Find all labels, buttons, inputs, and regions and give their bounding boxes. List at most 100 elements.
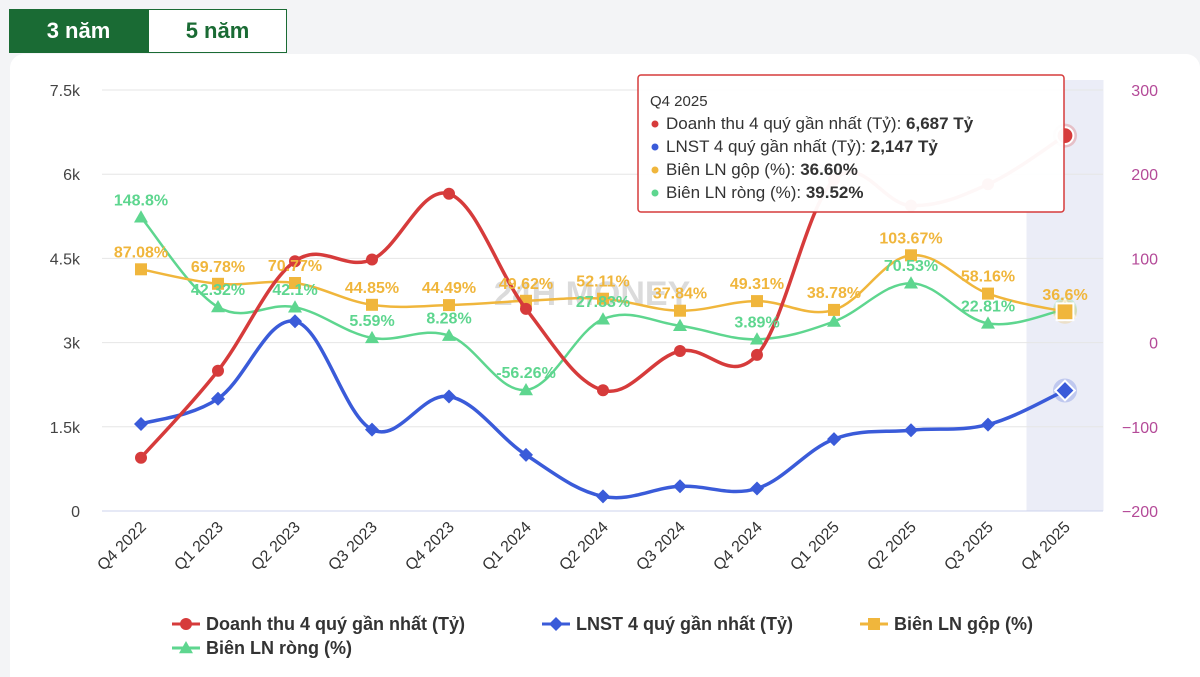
data-point-series-3[interactable]: [750, 332, 764, 345]
legend-item-2[interactable]: Biên LN gộp (%): [860, 614, 1033, 634]
tooltip-bullet: [651, 143, 659, 151]
tooltip-row-label: Biên LN ròng (%):: [666, 183, 806, 202]
data-point-series-0[interactable]: [289, 255, 301, 268]
x-axis-tick-label: Q2 2023: [248, 519, 303, 574]
data-point-series-1[interactable]: [1053, 379, 1077, 402]
legend-label: LNST 4 quý gần nhất (Tỷ): [576, 614, 793, 634]
data-point-series-3[interactable]: [211, 300, 225, 313]
data-point-series-2[interactable]: [597, 292, 609, 305]
legend-marker[interactable]: [180, 618, 192, 630]
data-label: 5.59%: [349, 313, 394, 330]
data-label: 22.81%: [961, 298, 1015, 315]
legend-item-0[interactable]: Doanh thu 4 quý gần nhất (Tỷ): [172, 614, 465, 634]
data-point-series-2[interactable]: [905, 249, 917, 262]
data-point-series-0[interactable]: [597, 384, 609, 397]
data-point-series-3[interactable]: [442, 328, 456, 341]
data-point-series-2[interactable]: [366, 298, 378, 311]
data-point-series-3[interactable]: [365, 330, 379, 344]
data-point-series-1[interactable]: [904, 423, 918, 438]
data-label: 148.8%: [114, 192, 168, 209]
data-point-series-2[interactable]: [982, 287, 994, 300]
x-axis-tick-label: Q3 2023: [325, 519, 380, 574]
legend-marker[interactable]: [868, 618, 880, 630]
right-axis-tick-label: 0: [1149, 336, 1158, 353]
tooltip-bullet: [651, 120, 659, 128]
data-point-series-3[interactable]: [519, 383, 533, 396]
data-point-series-1[interactable]: [442, 389, 456, 404]
tooltip-row: Biên LN gộp (%): 36.60%: [666, 160, 858, 179]
legend-item-3[interactable]: Biên LN ròng (%): [172, 638, 352, 658]
tooltip-row: Doanh thu 4 quý gần nhất (Tỷ): 6,687 Tỷ: [666, 114, 974, 133]
x-axis-tick-label: Q2 2024: [556, 519, 611, 574]
data-label: 27.83%: [576, 294, 630, 311]
data-point-series-3[interactable]: [288, 300, 302, 313]
data-point-series-2[interactable]: [443, 299, 455, 312]
right-axis-tick-label: −200: [1122, 504, 1158, 521]
legend-item-1[interactable]: LNST 4 quý gần nhất (Tỷ): [542, 614, 793, 634]
x-axis-tick-label: Q1 2024: [479, 519, 534, 574]
x-axis-tick-label: Q2 2025: [864, 519, 919, 574]
data-label: 52.11%: [576, 274, 629, 291]
tooltip-row-value: 36.60%: [800, 160, 858, 179]
x-axis-tick-label: Q1 2023: [171, 519, 226, 574]
data-point-series-1[interactable]: [211, 391, 225, 406]
data-point-series-0[interactable]: [674, 345, 686, 357]
legend-label: Biên LN gộp (%): [894, 614, 1033, 634]
data-label: 58.16%: [961, 269, 1015, 286]
data-point-series-1[interactable]: [673, 479, 687, 494]
legend-marker[interactable]: [179, 641, 193, 654]
legend-label: Biên LN ròng (%): [206, 638, 352, 658]
data-point-series-2[interactable]: [674, 304, 686, 317]
data-label: 49.62%: [499, 276, 553, 293]
data-point-series-1[interactable]: [981, 417, 995, 432]
tab-3-years[interactable]: 3 năm: [9, 9, 148, 53]
legend-marker[interactable]: [549, 617, 563, 631]
data-point-series-0[interactable]: [520, 302, 532, 315]
data-point-series-2[interactable]: [828, 303, 840, 316]
tooltip-bullet: [651, 166, 659, 174]
data-point-series-2[interactable]: [289, 277, 301, 289]
data-point-series-3[interactable]: [827, 314, 841, 327]
tooltip-row: Biên LN ròng (%): 39.52%: [666, 183, 864, 202]
data-label: 8.28%: [426, 311, 471, 328]
data-point-series-1[interactable]: [365, 422, 379, 437]
left-axis-tick-label: 7.5k: [50, 83, 81, 100]
data-point-series-0[interactable]: [212, 364, 224, 377]
tooltip-row-value: 2,147 Tỷ: [871, 137, 939, 156]
data-label: 37.84%: [653, 286, 707, 303]
data-label: 49.31%: [730, 276, 784, 293]
left-axis-tick-label: 0: [71, 504, 80, 521]
data-point-series-2[interactable]: [135, 263, 147, 276]
data-point-series-0[interactable]: [751, 348, 763, 361]
data-point-series-0[interactable]: [443, 187, 455, 200]
tooltip-bullet: [651, 189, 659, 197]
data-point-series-1[interactable]: [288, 314, 302, 329]
data-point-series-3[interactable]: [904, 276, 918, 289]
data-point-series-2[interactable]: [751, 295, 763, 308]
data-point-series-1[interactable]: [827, 432, 841, 447]
data-point-series-2[interactable]: [1055, 302, 1075, 322]
data-point-series-1[interactable]: [134, 417, 148, 431]
data-point-series-1[interactable]: [596, 489, 610, 504]
x-axis-tick-label: Q4 2024: [710, 519, 765, 574]
period-tabs: 3 năm 5 năm: [9, 9, 287, 55]
data-label: 70.53%: [884, 258, 938, 275]
data-label: 38.78%: [807, 285, 861, 302]
legend-label: Doanh thu 4 quý gần nhất (Tỷ): [206, 614, 465, 634]
right-axis-tick-label: 200: [1131, 167, 1158, 184]
x-axis-tick-label: Q4 2022: [94, 519, 149, 574]
x-axis-tick-label: Q4 2025: [1018, 519, 1073, 574]
data-point-series-3[interactable]: [596, 312, 610, 325]
data-point-series-3[interactable]: [981, 316, 995, 329]
data-point-series-0[interactable]: [135, 451, 147, 464]
data-point-series-3[interactable]: [134, 210, 148, 223]
data-point-series-3[interactable]: [673, 318, 687, 332]
data-point-series-2[interactable]: [212, 277, 224, 290]
data-point-series-0[interactable]: [366, 253, 378, 266]
data-point-series-1[interactable]: [750, 481, 764, 496]
tab-5-years[interactable]: 5 năm: [148, 9, 287, 53]
data-label: 42.1%: [272, 282, 317, 299]
data-label: 42.32%: [191, 282, 245, 299]
data-point-series-1[interactable]: [519, 447, 533, 462]
